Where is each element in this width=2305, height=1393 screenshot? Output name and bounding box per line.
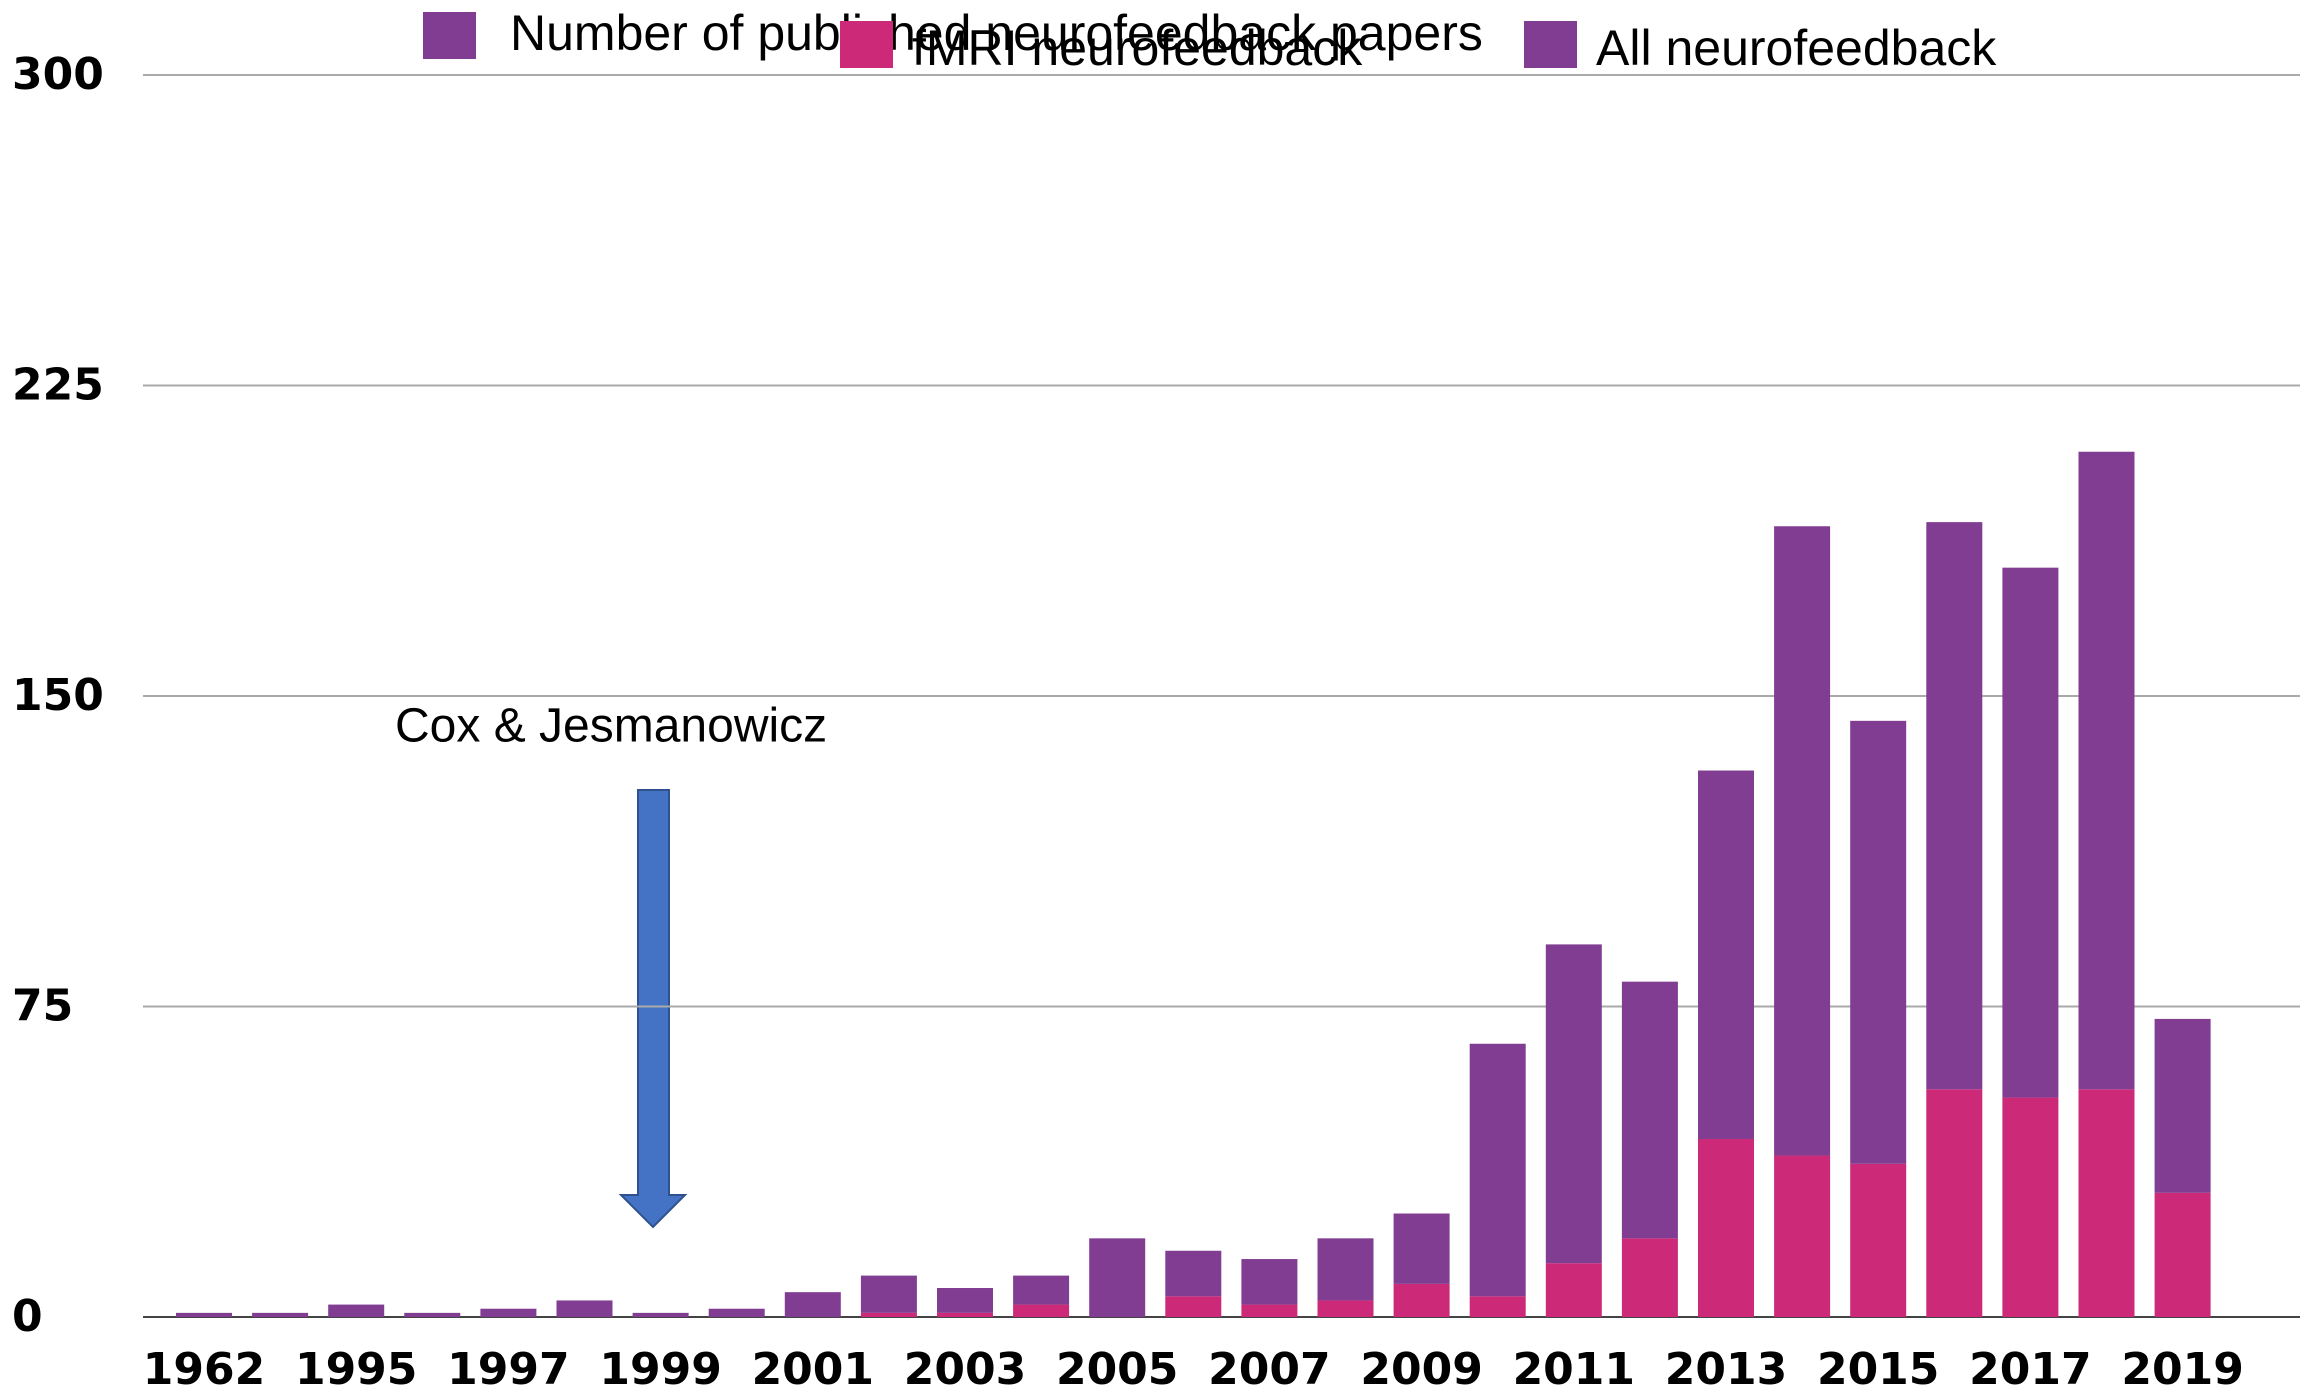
bar-segment	[708, 1308, 765, 1317]
x-tick-label: 2001	[752, 1344, 874, 1393]
bar-segment	[632, 1312, 689, 1317]
bar-segment	[1621, 1238, 1678, 1317]
bar-segment	[1469, 1296, 1526, 1317]
bar-segment	[1698, 1138, 1754, 1317]
y-tick-label: 0	[12, 1291, 43, 1342]
bar-segment	[860, 1312, 917, 1317]
x-tick-label: 1999	[599, 1344, 721, 1393]
y-tick-label: 225	[12, 360, 104, 411]
bar-segment	[1545, 1263, 1602, 1317]
bar-segment	[784, 1292, 841, 1317]
x-tick-label: 2017	[1969, 1344, 2091, 1393]
bar-segment	[1241, 1259, 1298, 1305]
bar-segment	[1165, 1250, 1222, 1297]
bar-segment	[556, 1300, 613, 1317]
legend-title-swatch	[423, 12, 476, 59]
y-tick-label: 75	[12, 981, 73, 1032]
bar-segment	[1089, 1238, 1146, 1317]
legend-label: All neurofeedback	[1596, 20, 1997, 76]
x-tick-label: 2009	[1360, 1344, 1482, 1393]
x-tick-label: 1997	[447, 1344, 569, 1393]
annotation-arrow	[618, 789, 688, 1229]
x-tick-label: 2019	[2121, 1344, 2243, 1393]
bar-segment	[2002, 1097, 2059, 1317]
bar-segment	[1317, 1238, 1374, 1301]
bar-segment	[1774, 1155, 1831, 1317]
bar-segment	[1926, 1089, 1983, 1317]
bar-segment	[1013, 1275, 1070, 1305]
bar-segment	[2078, 1089, 2135, 1317]
bar-segment	[2154, 1192, 2211, 1317]
bar-segment	[480, 1308, 537, 1317]
bar-segment	[252, 1312, 309, 1317]
bar-segment	[1393, 1283, 1450, 1317]
y-tick-label: 300	[12, 49, 104, 100]
bar-segment	[1850, 1163, 1907, 1317]
x-tick-label: 1962	[143, 1344, 265, 1393]
x-tick-label: 2015	[1817, 1344, 1939, 1393]
bar-segment	[1698, 770, 1754, 1139]
x-tick-label: 2003	[904, 1344, 1026, 1393]
bar-segment	[860, 1275, 917, 1313]
x-tick-label: 2005	[1056, 1344, 1178, 1393]
legend-label: fMRI neurofeedback	[912, 20, 1363, 76]
bar-segment	[2078, 451, 2135, 1090]
bar-segment	[404, 1312, 461, 1317]
bar-segment	[937, 1312, 993, 1317]
bar-segment	[1545, 944, 1602, 1264]
bar-segment	[1165, 1296, 1222, 1317]
y-tick-label: 150	[12, 670, 104, 721]
bar-segment	[2154, 1018, 2211, 1193]
legend-title: Number of published neurofeedback papers	[510, 5, 1483, 61]
bar-segment	[1393, 1213, 1450, 1284]
x-tick-label: 2013	[1665, 1344, 1787, 1393]
bar-segment	[937, 1288, 993, 1313]
legend-swatch	[1524, 21, 1577, 68]
bar-segment	[176, 1312, 232, 1317]
x-tick-label: 1995	[295, 1344, 417, 1393]
bar-segment	[1469, 1043, 1526, 1297]
bar-segment	[1621, 981, 1678, 1239]
annotation: Cox & Jesmanowicz	[395, 700, 827, 753]
bar-segment	[1317, 1300, 1374, 1317]
legend-swatch	[840, 21, 893, 68]
bar-segment	[1013, 1304, 1070, 1317]
bar-segment	[1774, 526, 1831, 1156]
bar-segment	[328, 1304, 385, 1317]
bar-segment	[2002, 567, 2059, 1098]
bar-segment	[1850, 720, 1907, 1164]
x-tick-label: 2007	[1208, 1344, 1330, 1393]
x-tick-label: 2011	[1513, 1344, 1635, 1393]
bar-segment	[1241, 1304, 1298, 1317]
bar-segment	[1926, 522, 1983, 1090]
